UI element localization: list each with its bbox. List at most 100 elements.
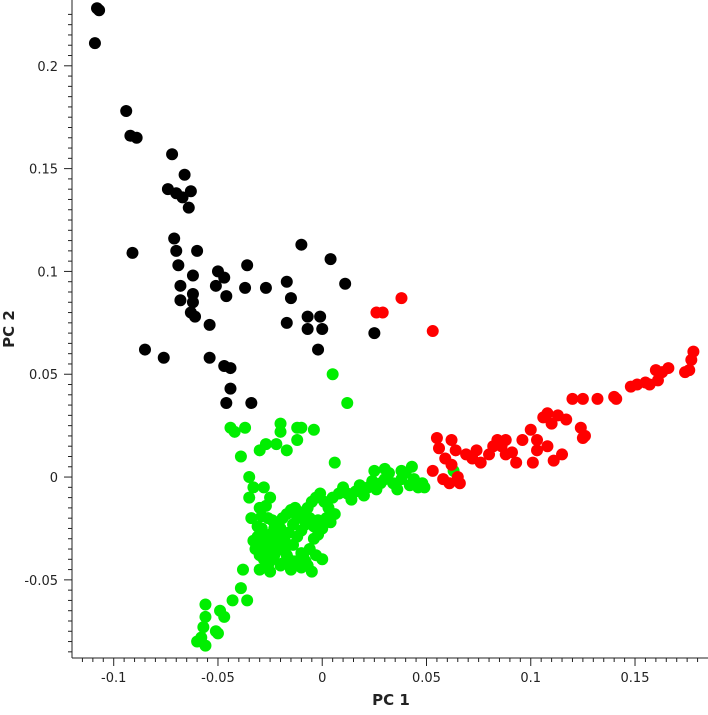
data-point (93, 4, 106, 17)
data-point (239, 281, 252, 294)
data-point (324, 253, 337, 266)
data-point (687, 345, 700, 358)
axes (71, 0, 708, 659)
x-tick-label: 0.15 (621, 671, 650, 686)
data-point (199, 598, 212, 611)
y-tick-label: 0.15 (29, 163, 58, 178)
data-point (531, 444, 544, 457)
data-point (245, 397, 258, 410)
data-point (312, 343, 325, 356)
data-point (309, 549, 322, 562)
data-point (88, 37, 101, 50)
data-point (257, 481, 270, 494)
data-point (138, 343, 151, 356)
data-point (236, 563, 249, 576)
data-point (174, 279, 187, 292)
data-point (245, 512, 258, 525)
data-point (316, 522, 329, 535)
data-point (126, 246, 139, 259)
ticks: -0.1 -0.05 0 0.05 0.1 0.15 -0.05 0 0.05 0.1 0.15 0.… (24, 13, 699, 686)
data-point (243, 471, 256, 484)
data-point (445, 458, 458, 471)
data-point (259, 499, 272, 512)
data-point (443, 477, 456, 490)
data-point (280, 444, 293, 457)
data-point (295, 421, 308, 434)
data-point (316, 323, 329, 335)
data-point (499, 434, 512, 447)
data-point (610, 392, 623, 405)
data-point (449, 444, 462, 457)
y-axis-label: PC 2 (0, 310, 18, 348)
series-2 (370, 292, 700, 490)
data-point (395, 464, 408, 477)
data-point (182, 201, 195, 214)
data-point (505, 446, 518, 459)
data-point (220, 290, 233, 303)
data-point (243, 491, 256, 504)
data-point (270, 438, 283, 451)
data-point (545, 417, 558, 430)
data-point (376, 306, 389, 319)
data-point (426, 464, 439, 477)
data-point (251, 520, 264, 533)
data-point (247, 481, 260, 494)
data-point (662, 362, 675, 375)
data-point (526, 456, 539, 469)
data-point (189, 310, 202, 323)
data-point (683, 364, 696, 377)
data-point (241, 594, 254, 607)
data-point (259, 281, 272, 294)
data-point (391, 483, 404, 496)
data-point (433, 442, 446, 455)
x-tick-label: 0.1 (520, 671, 541, 686)
x-tick-label: -0.1 (101, 671, 126, 686)
data-point (157, 351, 170, 364)
data-point (174, 294, 187, 307)
data-point (516, 434, 529, 447)
data-point (186, 296, 199, 309)
data-point (301, 323, 314, 335)
data-point (576, 431, 589, 444)
data-point (170, 244, 183, 257)
y-tick-label: 0.1 (37, 265, 58, 280)
data-point (186, 288, 199, 301)
data-point (378, 462, 391, 475)
data-point (274, 417, 287, 430)
data-point (291, 434, 304, 447)
series-0 (88, 2, 381, 410)
x-tick-label: 0 (318, 671, 326, 686)
data-point (547, 454, 560, 467)
data-point (218, 610, 231, 623)
y-tick-label: 0 (50, 471, 58, 486)
data-point (184, 185, 197, 198)
data-point (280, 275, 293, 288)
data-point (510, 456, 523, 469)
data-points (88, 2, 700, 652)
data-point (268, 549, 281, 562)
data-point (211, 627, 224, 640)
data-point (576, 392, 589, 405)
data-point (186, 269, 199, 282)
data-point (566, 392, 579, 405)
data-point (239, 421, 252, 434)
data-point (199, 639, 212, 652)
data-point (203, 318, 216, 331)
data-point (301, 310, 314, 323)
data-point (328, 456, 341, 469)
data-point (203, 351, 216, 364)
y-tick-label: -0.05 (24, 574, 58, 589)
data-point (266, 536, 279, 549)
data-point (451, 471, 464, 484)
data-point (328, 508, 341, 521)
data-point (314, 310, 327, 323)
data-point (307, 423, 320, 436)
data-point (426, 325, 439, 338)
data-point (197, 621, 210, 634)
data-point (541, 407, 554, 420)
data-point (259, 438, 272, 451)
data-point (326, 368, 339, 381)
data-point (241, 259, 254, 272)
data-point (368, 464, 381, 477)
data-point (341, 397, 354, 410)
